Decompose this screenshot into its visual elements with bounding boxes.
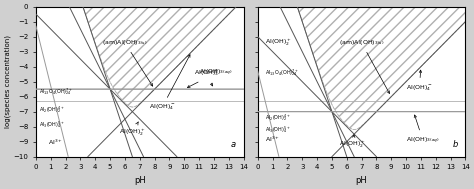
Text: Al(OH)$_2^+$: Al(OH)$_2^+$: [339, 135, 366, 150]
Text: Al(OH)$_{3(aq)}$: Al(OH)$_{3(aq)}$: [406, 115, 440, 146]
Text: Al(OH)$_3^0$: Al(OH)$_3^0$: [194, 67, 219, 86]
Text: Al$_2$(OH)$_2^{4+}$: Al$_2$(OH)$_2^{4+}$: [265, 112, 291, 123]
Text: Al$_{13}$O$_4$(OH)$_{24}^{7+}$: Al$_{13}$O$_4$(OH)$_{24}^{7+}$: [265, 67, 299, 78]
Text: Al$_{13}$O$_4$(OH)$_{24}^{7+}$: Al$_{13}$O$_4$(OH)$_{24}^{7+}$: [39, 87, 73, 97]
Text: Al(OH)$_4^-$: Al(OH)$_4^-$: [406, 70, 433, 93]
Text: (am)Al(OH)$_{3(s)}$: (am)Al(OH)$_{3(s)}$: [102, 39, 153, 86]
Y-axis label: log(species concentration): log(species concentration): [4, 35, 11, 128]
Text: b: b: [453, 140, 458, 149]
Text: Al$^{3+}$: Al$^{3+}$: [265, 135, 280, 144]
Text: Al(OH)$_2^+$: Al(OH)$_2^+$: [265, 37, 292, 48]
Text: a: a: [231, 140, 236, 149]
Text: Al(OH)$_2^+$: Al(OH)$_2^+$: [119, 122, 146, 138]
Text: Al$^{3+}$: Al$^{3+}$: [48, 138, 63, 147]
Text: Al(OH)$_{3(aq)}$: Al(OH)$_{3(aq)}$: [187, 68, 233, 88]
Text: Al$_3$(OH)$_4^{5+}$: Al$_3$(OH)$_4^{5+}$: [39, 120, 64, 130]
Text: Al(OH)$_4^-$: Al(OH)$_4^-$: [149, 55, 190, 112]
X-axis label: pH: pH: [356, 176, 367, 185]
Text: (am)Al(OH)$_{3(s)}$: (am)Al(OH)$_{3(s)}$: [339, 39, 390, 94]
X-axis label: pH: pH: [134, 176, 146, 185]
Text: Al$_2$(OH)$_2^{4+}$: Al$_2$(OH)$_2^{4+}$: [39, 105, 64, 115]
Text: Al$_3$(OH)$_4^{5+}$: Al$_3$(OH)$_4^{5+}$: [265, 124, 291, 135]
